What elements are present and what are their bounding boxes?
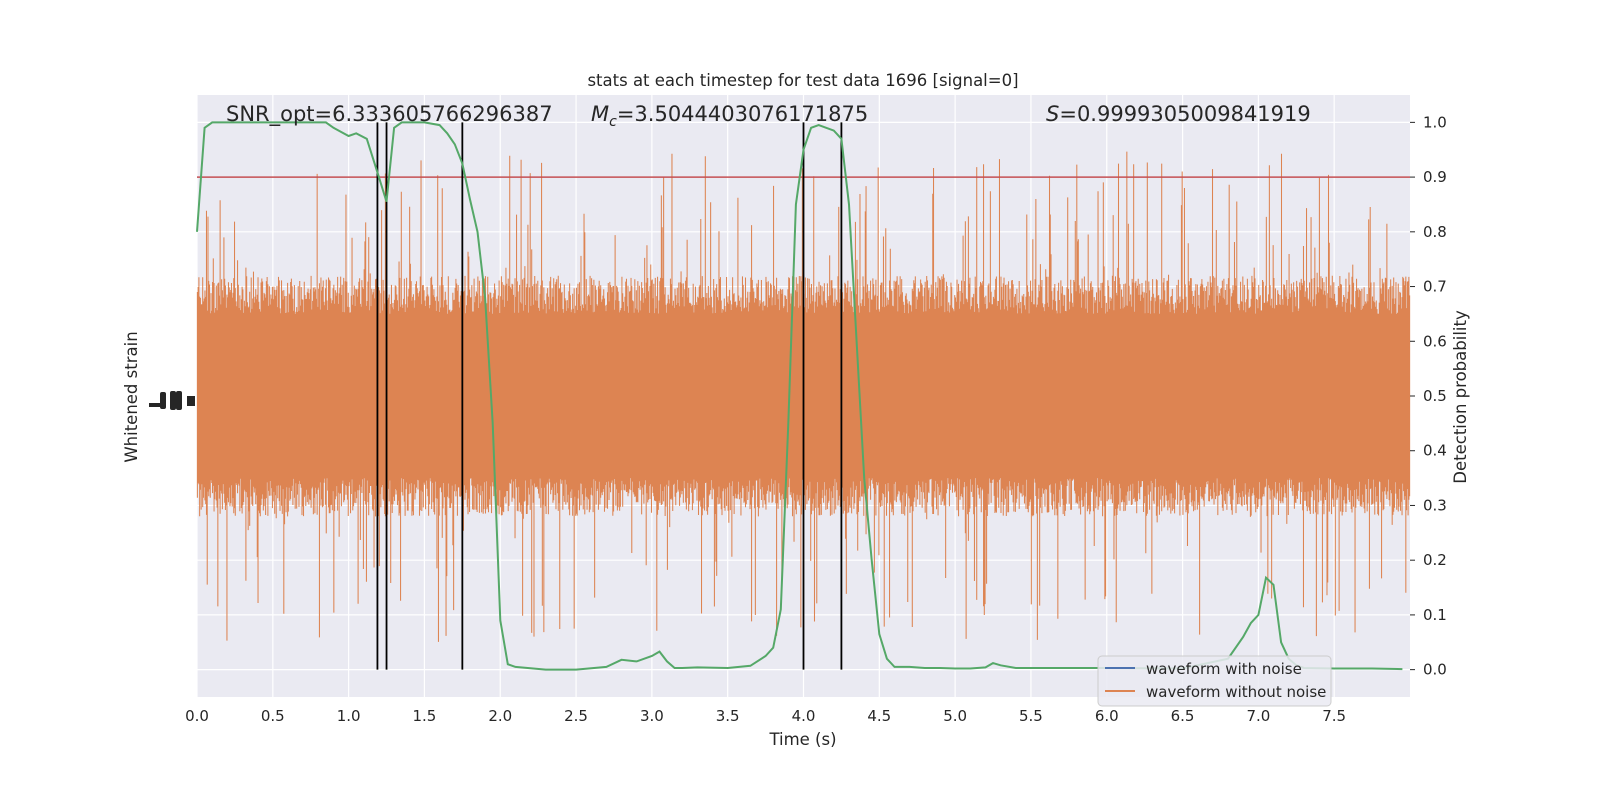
x-tick-label: 6.0 <box>1095 707 1119 725</box>
left-tick-glyph <box>160 392 166 409</box>
y-tick-label: 0.1 <box>1423 606 1447 624</box>
x-axis-label: Time (s) <box>768 730 836 749</box>
y-tick-label: 0.6 <box>1423 332 1447 350</box>
x-tick-label: 4.5 <box>867 707 891 725</box>
legend: waveform with noise waveform without noi… <box>1097 655 1332 707</box>
y-axis-label-right: Detection probability <box>1451 310 1470 484</box>
x-tick-label: 3.5 <box>716 707 740 725</box>
legend-label-noise: waveform with noise <box>1146 660 1302 678</box>
x-tick-label: 7.0 <box>1246 707 1270 725</box>
vertical-lines <box>376 122 843 670</box>
left-tick-glyph <box>170 391 176 410</box>
y-axis-right: 0.0 0.1 0.2 0.3 0.4 0.5 0.6 0.7 0.8 0.9 1.0 <box>1410 113 1447 679</box>
mc-annotation: Mc=3.5044403076171875 <box>591 102 868 130</box>
y-tick-label: 0.3 <box>1423 496 1447 514</box>
y-tick-label: 0.5 <box>1423 387 1447 405</box>
snr-annotation: SNR_opt=6.333605766296387 <box>226 102 553 127</box>
left-axis-ticks <box>149 391 195 410</box>
x-tick-label: 3.0 <box>640 707 664 725</box>
legend-label-clean: waveform without noise <box>1146 683 1326 701</box>
s-annotation: S=0.9999305009841919 <box>1046 102 1311 126</box>
y-tick-label: 0.8 <box>1423 223 1447 241</box>
y-axis-label-left: Whitened strain <box>122 331 141 462</box>
y-tick-label: 0.0 <box>1423 661 1447 679</box>
x-tick-label: 0.5 <box>261 707 285 725</box>
x-tick-label: 4.0 <box>792 707 816 725</box>
strain-series <box>196 151 1411 642</box>
x-tick-label: 7.5 <box>1322 707 1346 725</box>
x-tick-label: 5.0 <box>943 707 967 725</box>
x-tick-label: 6.5 <box>1171 707 1195 725</box>
y-tick-label: 0.9 <box>1423 168 1447 186</box>
left-tick-glyph <box>176 391 182 410</box>
left-tick-glyph <box>149 403 163 407</box>
legend-box <box>1097 655 1332 707</box>
left-tick-glyph <box>187 396 195 406</box>
chart-title: stats at each timestep for test data 169… <box>587 71 1018 90</box>
x-tick-label: 2.0 <box>488 707 512 725</box>
x-tick-label: 2.5 <box>564 707 588 725</box>
y-tick-label: 0.7 <box>1423 278 1447 296</box>
y-tick-label: 0.2 <box>1423 551 1447 569</box>
y-tick-label: 1.0 <box>1423 113 1447 131</box>
annotations: SNR_opt=6.333605766296387 Mc=3.504440307… <box>226 102 1311 130</box>
x-tick-label: 0.0 <box>185 707 209 725</box>
waveform-without-noise-line <box>196 151 1411 642</box>
x-tick-label: 1.5 <box>413 707 437 725</box>
x-axis: 0.0 0.5 1.0 1.5 2.0 2.5 3.0 3.5 4.0 4.5 5.0 5.5 6.0 6… <box>185 707 1346 725</box>
y-tick-label: 0.4 <box>1423 442 1447 460</box>
x-tick-label: 5.5 <box>1019 707 1043 725</box>
x-tick-label: 1.0 <box>337 707 361 725</box>
